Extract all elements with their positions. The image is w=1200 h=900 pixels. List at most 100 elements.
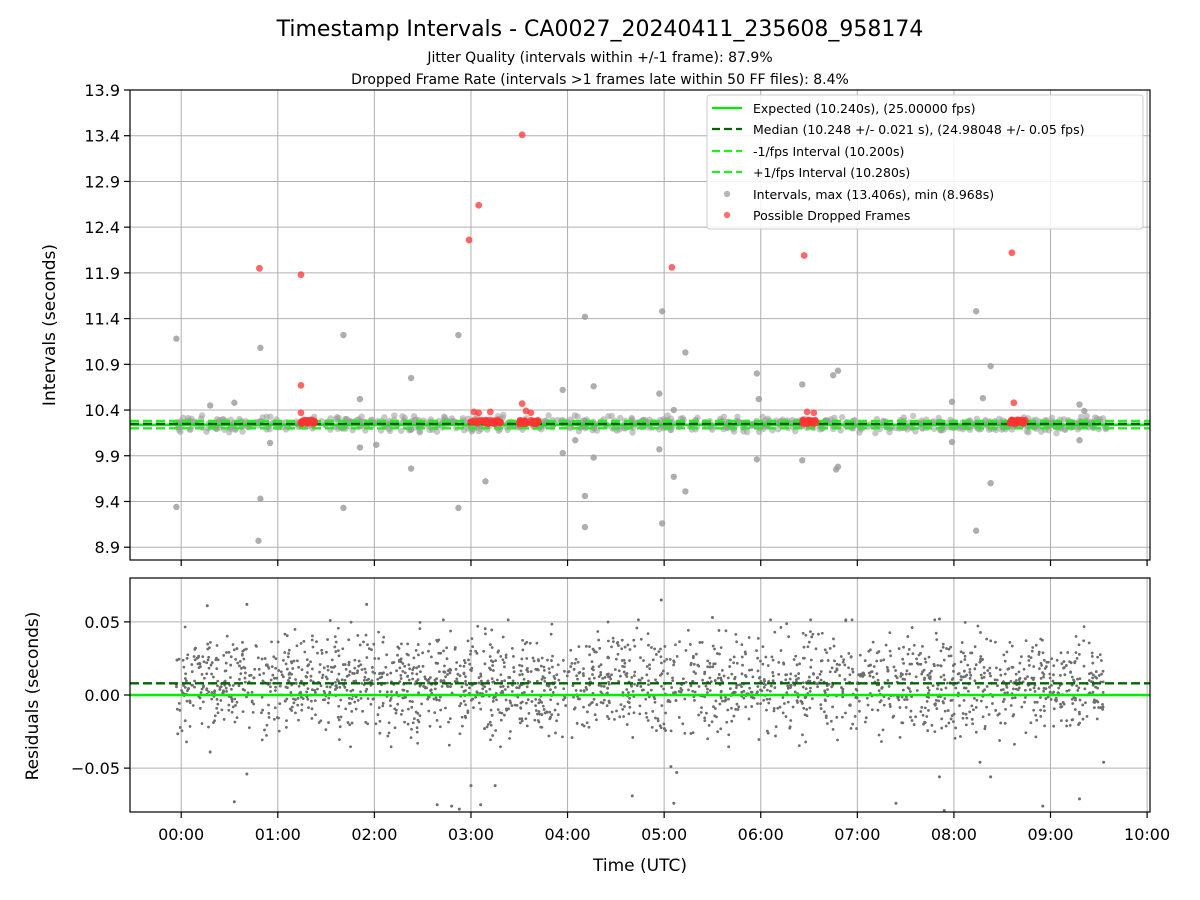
residual-point <box>385 653 389 657</box>
residual-point <box>924 660 928 664</box>
residual-point <box>309 699 313 703</box>
residual-point <box>626 700 630 704</box>
residual-point <box>489 723 493 727</box>
residual-point <box>305 675 309 679</box>
residual-point <box>797 676 800 680</box>
interval-point <box>1076 437 1083 444</box>
residual-point <box>847 666 850 670</box>
residual-point <box>175 685 178 689</box>
residual-point <box>704 684 708 688</box>
residual-point <box>901 721 905 725</box>
residual-point <box>409 736 413 740</box>
residual-point <box>216 702 220 706</box>
residual-point <box>470 666 474 670</box>
residual-point <box>789 719 793 722</box>
residual-point <box>930 723 934 727</box>
residual-point <box>353 666 357 670</box>
residual-point <box>427 649 430 653</box>
residual-point <box>241 687 245 691</box>
residual-point <box>269 690 272 693</box>
residual-point <box>300 708 304 712</box>
residual-point <box>410 671 414 675</box>
residual-point <box>518 684 522 688</box>
residual-point <box>449 629 452 633</box>
residual-point <box>403 720 406 724</box>
residual-point <box>265 723 269 727</box>
residual-point <box>688 643 692 646</box>
residual-point <box>416 718 420 722</box>
residual-point <box>923 657 927 661</box>
residual-point <box>206 642 210 646</box>
residual-point <box>660 661 663 665</box>
residual-point <box>224 661 228 665</box>
residual-point <box>1077 643 1081 647</box>
x-tick-label: 07:00 <box>834 825 880 844</box>
residual-point <box>617 644 620 647</box>
residual-point <box>1052 724 1056 728</box>
residual-point <box>1066 651 1070 654</box>
residual-point <box>801 733 804 737</box>
residual-point <box>832 637 835 641</box>
residual-point <box>901 677 905 681</box>
residual-point <box>756 637 760 640</box>
residual-point <box>921 713 925 717</box>
residual-point <box>1035 718 1039 722</box>
residual-point <box>372 642 376 646</box>
residual-point <box>807 675 811 679</box>
residual-point <box>1096 686 1100 690</box>
residual-point <box>229 663 233 667</box>
residual-point <box>906 652 910 656</box>
residual-point <box>811 632 815 636</box>
residual-point <box>959 660 963 664</box>
residual-point <box>765 697 769 701</box>
residual-point <box>216 658 220 662</box>
residual-point <box>475 651 479 655</box>
residual-point <box>516 681 520 685</box>
residual-point <box>233 697 237 701</box>
residual-point <box>284 662 288 666</box>
residual-point <box>562 698 565 702</box>
residual-point <box>553 708 557 712</box>
residual-point <box>655 729 658 733</box>
residual-point <box>453 646 457 649</box>
residual-point <box>945 647 948 650</box>
residual-point <box>330 670 334 674</box>
residual-point <box>389 697 393 700</box>
residual-point <box>582 674 585 678</box>
residual-point <box>190 663 194 666</box>
residual-point <box>366 697 370 701</box>
residual-point <box>183 686 187 689</box>
residual-point <box>785 673 789 677</box>
residual-point <box>649 688 653 692</box>
residual-point <box>1043 709 1046 713</box>
residual-point <box>969 673 973 677</box>
residual-point <box>1091 690 1095 694</box>
residual-point <box>1081 717 1085 721</box>
residual-point <box>630 676 634 679</box>
residual-point <box>447 743 451 747</box>
residual-point <box>501 685 505 688</box>
residual-point <box>928 671 932 675</box>
residual-point <box>1099 659 1103 662</box>
residual-point <box>657 650 661 654</box>
residual-point <box>802 645 806 649</box>
residual-point <box>313 699 317 702</box>
residual-point <box>687 688 690 692</box>
residual-point <box>983 671 986 675</box>
residual-point <box>253 667 257 671</box>
residual-point <box>464 689 467 692</box>
residual-point <box>768 689 772 693</box>
residual-point <box>592 697 596 701</box>
residual-point <box>869 663 872 667</box>
residual-point <box>1018 661 1022 665</box>
residual-point <box>401 669 405 673</box>
residual-point <box>960 641 964 644</box>
residual-point <box>831 727 835 731</box>
residual-point <box>483 627 487 631</box>
residual-point <box>934 631 938 635</box>
residual-point <box>888 703 892 706</box>
residual-point <box>362 678 366 682</box>
residual-point <box>525 685 529 689</box>
residual-point <box>549 698 553 702</box>
residual-point <box>572 667 576 671</box>
